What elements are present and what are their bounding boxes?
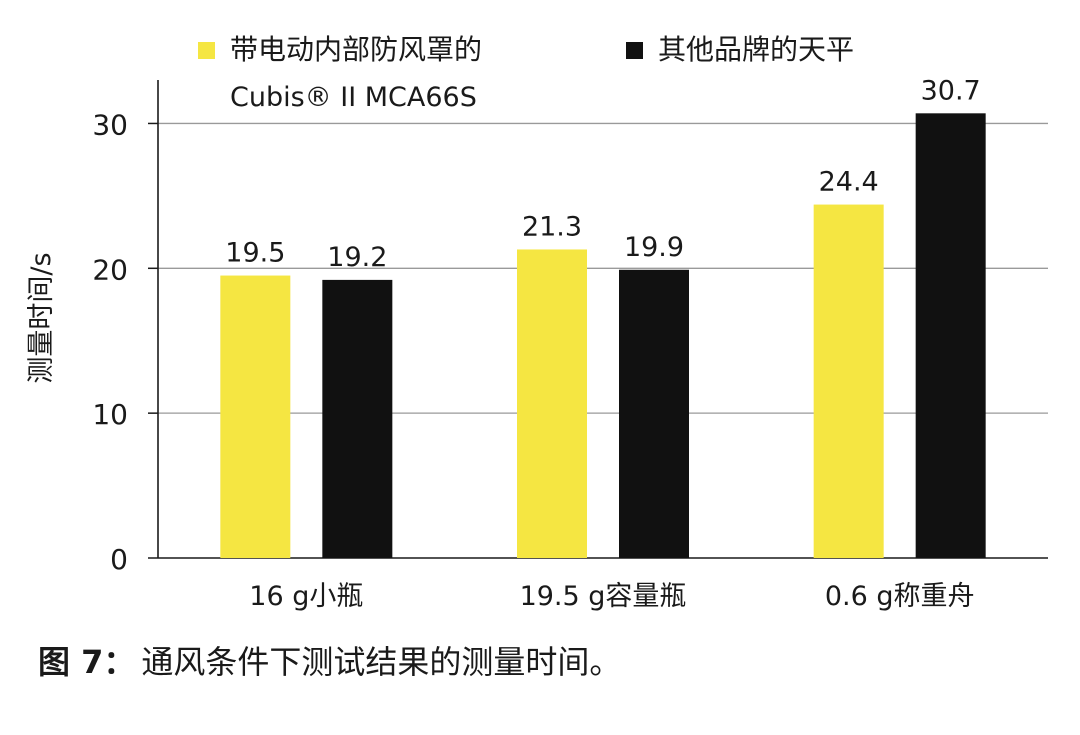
bar-other-brand-2 — [619, 269, 689, 558]
data-labels: 19.5 19.2 21.3 19.9 24.4 30.7 — [225, 75, 980, 273]
y-axis-label: 测量时间/s — [26, 252, 57, 383]
data-label: 19.5 — [225, 238, 285, 269]
tick-labels: 0 10 20 30 16 g小瓶 19.5 g容量瓶 0.6 g称重舟 — [92, 108, 974, 612]
x-tick-label: 19.5 g容量瓶 — [520, 581, 687, 612]
caption-text: 通风条件下测试结果的测量时间。 — [141, 643, 622, 681]
bar-cubis-2 — [517, 249, 587, 559]
y-tick-label: 30 — [92, 108, 128, 141]
gridlines — [158, 122, 1048, 414]
data-label: 19.9 — [624, 232, 684, 263]
bar-other-brand-1 — [322, 279, 393, 558]
y-tick-label: 10 — [92, 398, 128, 431]
y-tick-label: 20 — [92, 253, 128, 286]
data-label: 24.4 — [819, 167, 879, 198]
x-tick-label: 0.6 g称重舟 — [825, 581, 975, 612]
bars — [220, 113, 986, 559]
y-tick-label: 0 — [110, 543, 128, 576]
bar-cubis-3 — [813, 204, 884, 558]
figure-caption: 图 7： 通风条件下测试结果的测量时间。 — [38, 640, 621, 684]
legend-label-series-2: 其他品牌的天平 — [658, 33, 855, 66]
x-tick-label: 16 g小瓶 — [249, 581, 363, 612]
legend-swatch-yellow — [198, 42, 215, 59]
bar-cubis-1 — [220, 275, 291, 558]
legend-label-series-1: 带电动内部防风罩的 — [230, 33, 483, 66]
legend-sublabel-series-1: Cubis® II MCA66S — [230, 82, 477, 113]
data-label: 19.2 — [327, 242, 387, 273]
bar-other-brand-3 — [915, 113, 986, 558]
caption-prefix: 图 7： — [38, 643, 136, 681]
legend-swatch-black — [626, 42, 643, 59]
data-label: 30.7 — [921, 75, 981, 106]
axes — [148, 80, 1048, 559]
data-label: 21.3 — [522, 211, 582, 242]
